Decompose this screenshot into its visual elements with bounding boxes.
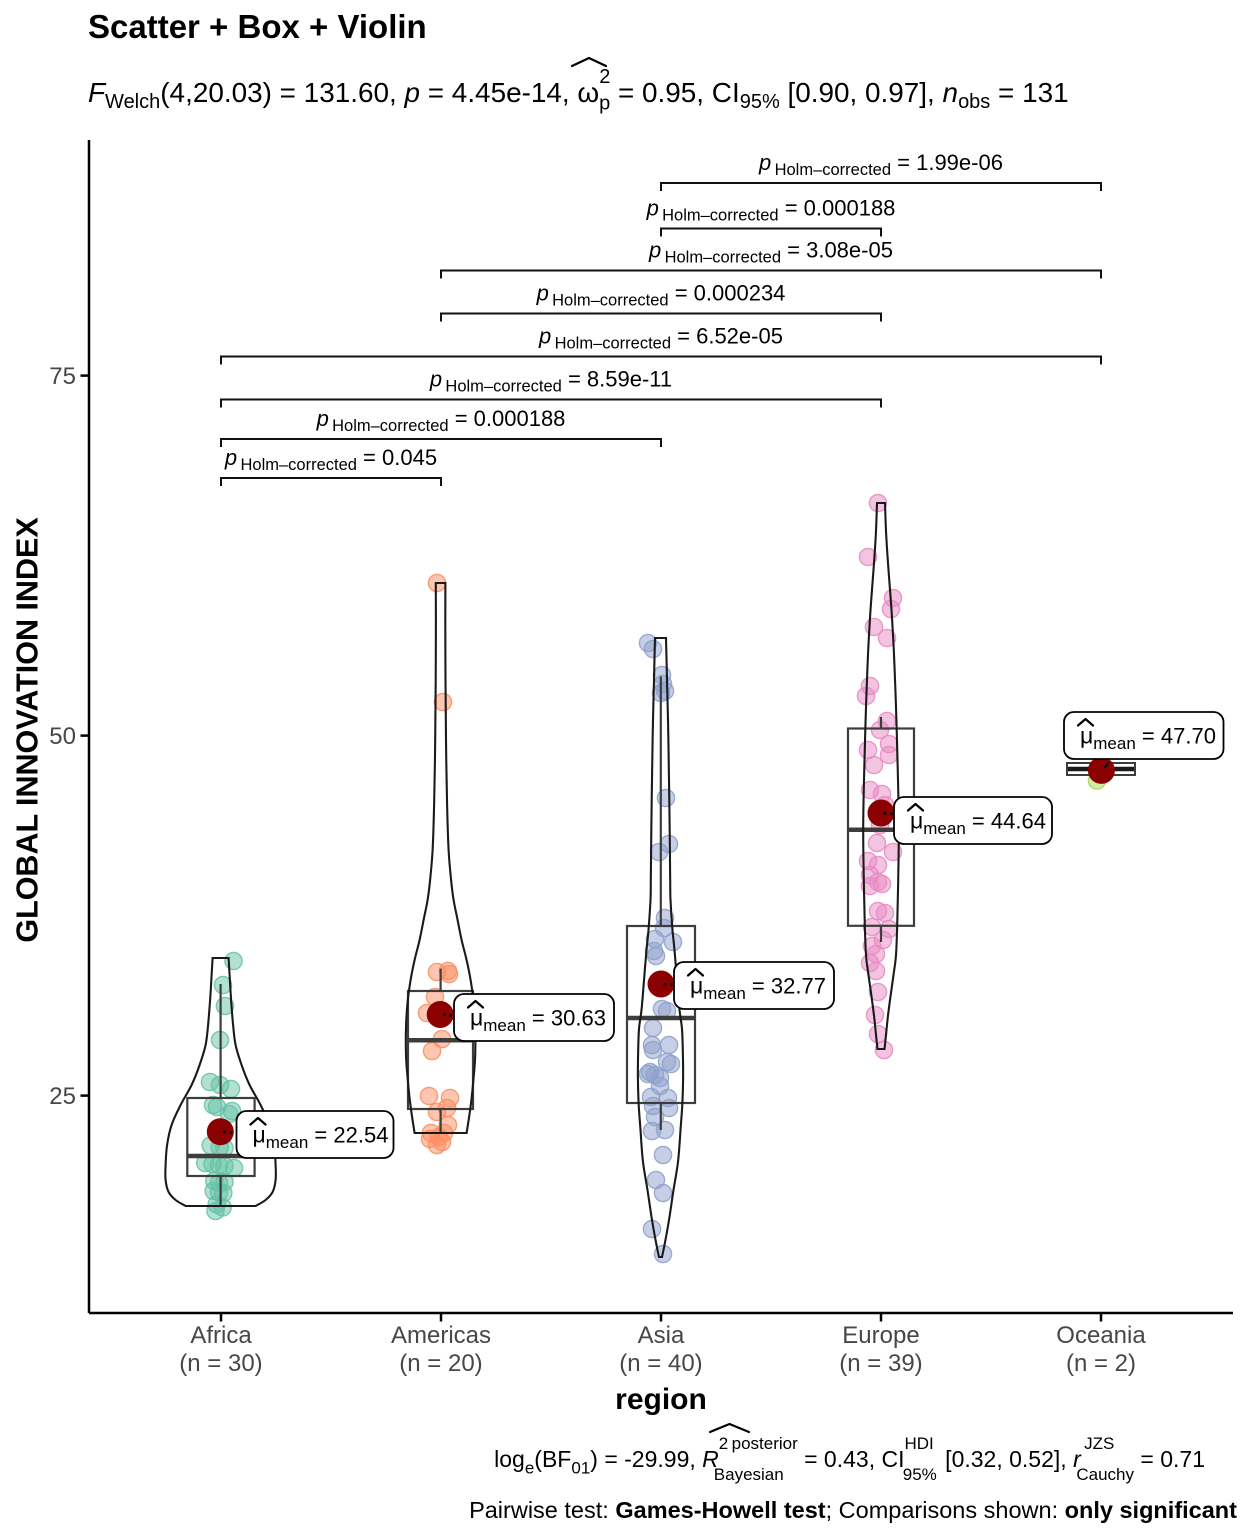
svg-text:(n = 40): (n = 40)	[619, 1350, 702, 1377]
svg-text:25: 25	[49, 1083, 76, 1110]
svg-text:(n = 30): (n = 30)	[179, 1350, 262, 1377]
svg-text:Oceania: Oceania	[1056, 1322, 1146, 1349]
svg-text:p Holm–corrected = 8.59e-11: p Holm–corrected = 8.59e-11	[429, 367, 672, 396]
svg-text:μmean = 32.77: μmean = 32.77	[690, 973, 826, 1004]
svg-text:p Holm–corrected = 0.000234: p Holm–corrected = 0.000234	[536, 281, 786, 310]
svg-text:μmean = 30.63: μmean = 30.63	[470, 1005, 606, 1036]
svg-text:Pairwise test: Games-Howell te: Pairwise test: Games-Howell test; Compar…	[469, 1497, 1237, 1523]
svg-text:p Holm–corrected = 3.08e-05: p Holm–corrected = 3.08e-05	[648, 238, 893, 267]
svg-text:50: 50	[49, 723, 76, 750]
svg-text:region: region	[615, 1383, 707, 1416]
svg-text:loge(BF01) = -29.99, R2 poster: loge(BF01) = -29.99, R2 posterior Bayesia…	[494, 1434, 1205, 1484]
svg-text:Americas: Americas	[391, 1322, 491, 1349]
svg-text:(n = 2): (n = 2)	[1066, 1350, 1136, 1377]
svg-text:FWelch(4,20.03) = 131.60, p =: FWelch(4,20.03) = 131.60, p = 4.45e-14, …	[88, 66, 1069, 115]
svg-text:Europe: Europe	[842, 1322, 919, 1349]
svg-text:p Holm–corrected = 1.99e-06: p Holm–corrected = 1.99e-06	[758, 150, 1003, 179]
svg-text:μmean = 47.70: μmean = 47.70	[1080, 723, 1216, 754]
svg-text:p Holm–corrected = 0.000188: p Holm–corrected = 0.000188	[646, 196, 896, 225]
svg-text:(n = 39): (n = 39)	[839, 1350, 922, 1377]
svg-text:p Holm–corrected = 0.000188: p Holm–corrected = 0.000188	[316, 406, 566, 435]
svg-text:μmean = 22.54: μmean = 22.54	[253, 1122, 389, 1153]
svg-text:Asia: Asia	[638, 1322, 685, 1349]
svg-text:μmean = 44.64: μmean = 44.64	[910, 808, 1046, 839]
svg-text:(n = 20): (n = 20)	[399, 1350, 482, 1377]
svg-text:GLOBAL INNOVATION INDEX: GLOBAL INNOVATION INDEX	[11, 517, 45, 943]
svg-text:p Holm–corrected = 0.045: p Holm–corrected = 0.045	[224, 445, 437, 474]
svg-text:75: 75	[49, 363, 76, 390]
svg-text:p Holm–corrected = 6.52e-05: p Holm–corrected = 6.52e-05	[538, 324, 783, 353]
svg-text:Africa: Africa	[190, 1322, 252, 1349]
svg-text:Scatter + Box + Violin: Scatter + Box + Violin	[88, 8, 427, 45]
